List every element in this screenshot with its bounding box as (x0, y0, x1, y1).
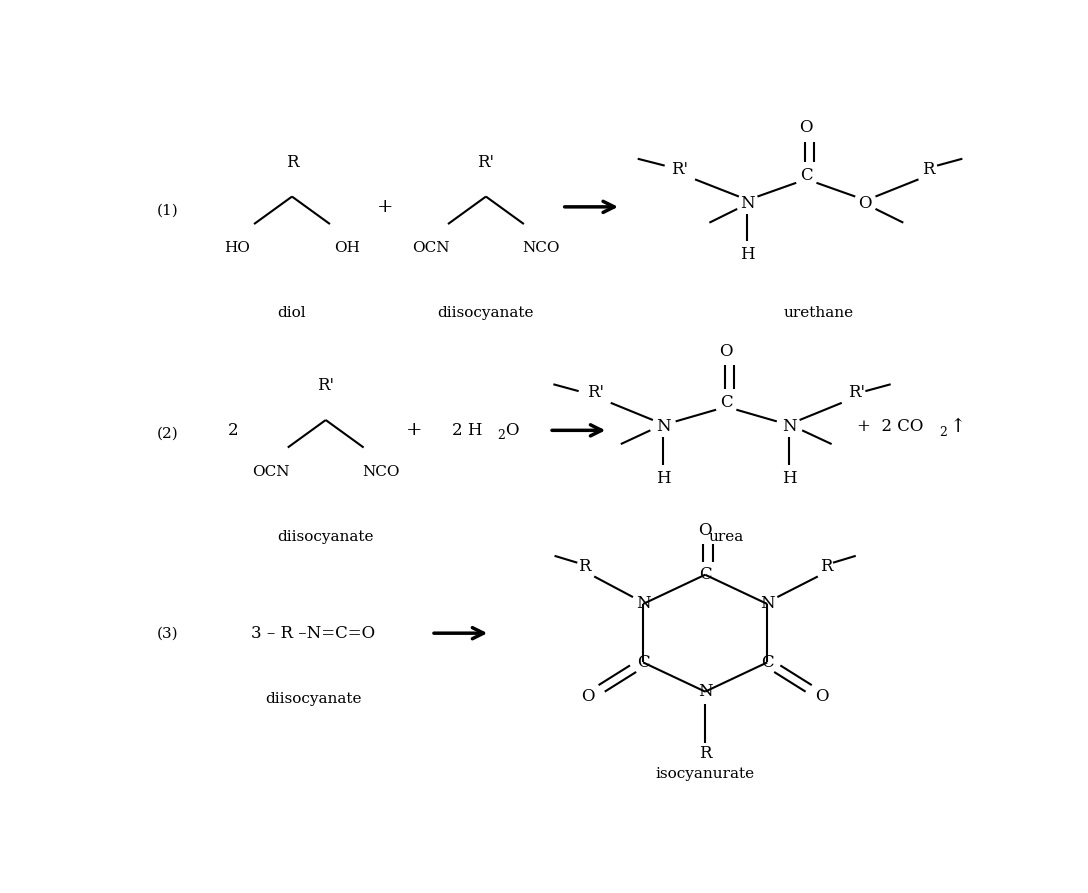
Text: OCN: OCN (252, 464, 289, 479)
Text: ↑: ↑ (950, 418, 966, 436)
Text: O: O (858, 195, 873, 212)
Text: (2): (2) (157, 427, 178, 441)
Text: 2: 2 (497, 429, 505, 442)
Text: NCO: NCO (522, 241, 559, 255)
Text: R': R' (478, 154, 494, 171)
Text: 2: 2 (227, 421, 238, 438)
Text: R: R (923, 161, 935, 178)
Text: 2 H: 2 H (453, 421, 483, 438)
Text: O: O (698, 522, 712, 538)
Text: diol: diol (277, 306, 307, 321)
Text: O: O (581, 689, 595, 705)
Text: isocyanurate: isocyanurate (656, 767, 755, 781)
Text: R': R' (849, 384, 865, 401)
Text: O: O (800, 120, 813, 137)
Text: 2: 2 (939, 426, 947, 438)
Text: H: H (740, 246, 755, 263)
Text: R: R (820, 557, 832, 574)
Text: H: H (782, 470, 796, 487)
Text: OCN: OCN (412, 241, 449, 255)
Text: diisocyanate: diisocyanate (264, 691, 361, 705)
Text: O: O (719, 343, 733, 360)
Text: N: N (656, 419, 670, 436)
Text: 3 – R –N=C=O: 3 – R –N=C=O (251, 625, 375, 642)
Text: R: R (286, 154, 298, 171)
Text: diisocyanate: diisocyanate (437, 306, 534, 321)
Text: N: N (740, 195, 755, 212)
Text: (3): (3) (158, 626, 178, 640)
Text: R': R' (588, 384, 604, 401)
Text: urea: urea (708, 530, 744, 544)
Text: C: C (720, 395, 732, 412)
Text: R': R' (318, 377, 334, 394)
Text: C: C (761, 654, 774, 671)
Text: O: O (815, 689, 829, 705)
Text: O: O (505, 421, 519, 438)
Text: NCO: NCO (362, 464, 399, 479)
Text: N: N (782, 419, 796, 436)
Text: N: N (697, 683, 713, 700)
Text: HO: HO (224, 241, 250, 255)
Text: C: C (800, 167, 813, 185)
Text: R: R (578, 557, 591, 574)
Text: N: N (635, 596, 651, 613)
Text: H: H (656, 470, 670, 487)
Text: C: C (636, 654, 650, 671)
Text: R': R' (671, 161, 689, 178)
Text: OH: OH (334, 241, 360, 255)
Text: urethane: urethane (784, 306, 854, 321)
Text: R: R (698, 745, 712, 762)
Text: +: + (406, 421, 422, 439)
Text: (1): (1) (157, 204, 178, 217)
Text: diisocyanate: diisocyanate (277, 530, 374, 544)
Text: N: N (759, 596, 775, 613)
Text: +: + (376, 198, 393, 216)
Text: +  2 CO: + 2 CO (857, 419, 924, 436)
Text: C: C (698, 566, 712, 583)
